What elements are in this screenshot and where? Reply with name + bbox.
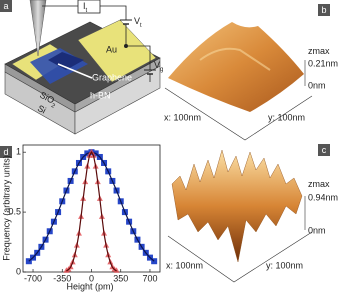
x-tick-label: -700 [24, 273, 42, 283]
x-tick-label: -350 [53, 273, 71, 283]
gold-label: Au [106, 44, 117, 54]
wire [100, 5, 127, 20]
marker [113, 267, 120, 273]
axis-frame [164, 87, 313, 141]
panel-d: d Height (pm) Frequency (arbitrary units… [0, 144, 161, 291]
arrow [57, 63, 93, 79]
symbol: I [83, 1, 86, 11]
panel-label: a [3, 1, 8, 11]
subscript: t [140, 23, 142, 29]
fit-line [28, 151, 155, 262]
y-size: y: 100nm [268, 112, 305, 122]
panel-label-box [0, 0, 12, 12]
symbol: V [154, 60, 160, 70]
wire [126, 45, 151, 70]
z-title: zmax [308, 46, 330, 56]
z-min: 0nm [308, 80, 326, 90]
graphene-flake [48, 52, 84, 70]
subscript: max [313, 179, 331, 189]
fit-line [66, 150, 117, 272]
axis-frame [167, 231, 313, 283]
panel-c: c zmax 0.94nm 0nm x: 100nm y: 100nm [166, 144, 338, 283]
z-max: 0.21nm [308, 58, 338, 68]
panel-b: b zmax 0.21nm 0nm x: 100nm y: 100nm [164, 4, 338, 141]
y-tick-label: 0.5 [8, 206, 21, 216]
gold-right [77, 19, 157, 83]
subscript: max [313, 46, 331, 56]
y-size: y: 100nm [266, 260, 303, 270]
z-title: zmax [308, 179, 330, 189]
x-tick-label: 700 [142, 273, 157, 283]
panel-label: b [321, 5, 326, 15]
panel-label-box [0, 146, 12, 158]
stm-tip [29, 0, 47, 57]
panel-label: d [3, 147, 8, 157]
y-axis-title: Frequency (arbitrary units) [1, 155, 11, 261]
symbol: V [134, 16, 140, 26]
surface [168, 22, 304, 112]
tip-bias-label: Vt [134, 16, 142, 28]
panel-a: a It Vt Vg Au Graphene h-BN SiO2 Si [0, 0, 163, 135]
x-tick-label: 350 [113, 273, 128, 283]
surface [171, 149, 303, 263]
subscript: t [86, 8, 88, 14]
graphene-label: Graphene [92, 72, 132, 82]
subscript: 2 [50, 103, 56, 110]
x-size: x: 100nm [164, 112, 201, 122]
x-size: x: 100nm [166, 260, 203, 270]
surface-texture [199, 47, 271, 71]
z-max: 0.94nm [308, 192, 338, 202]
gate-label: Vg [154, 60, 163, 72]
y-tick-label: 1 [16, 147, 21, 157]
symbol: z [308, 179, 313, 189]
panel-label-box [318, 144, 330, 156]
panel-label: c [322, 145, 327, 155]
panel-label-box [318, 4, 330, 16]
plot-frame [22, 144, 161, 273]
subscript: g [160, 67, 163, 73]
x-tick-label: 0 [89, 273, 94, 283]
current-label: It [83, 1, 88, 13]
y-tick-label: 0 [16, 266, 21, 276]
z-min: 0nm [308, 225, 326, 235]
hbn-label: h-BN [90, 90, 111, 100]
substrate-label: Si [36, 103, 48, 116]
x-axis-title: Height (pm) [66, 281, 113, 291]
ammeter [77, 0, 101, 14]
symbol: z [308, 46, 313, 56]
